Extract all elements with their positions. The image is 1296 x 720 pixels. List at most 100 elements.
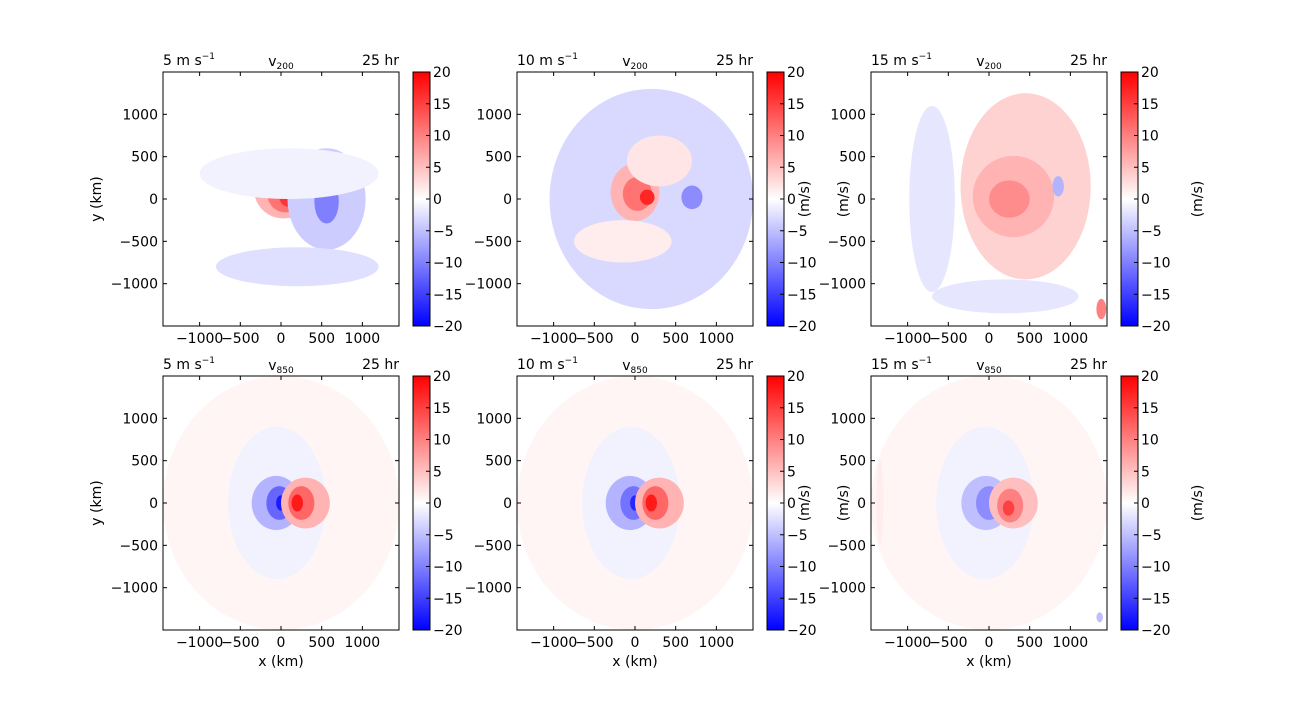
y-tick-label: −1000 xyxy=(465,277,512,293)
speed-label-exponent: −1 xyxy=(919,52,932,62)
colorbar-tick-label: −20 xyxy=(787,319,817,335)
x-tick-label: −1000 xyxy=(176,331,223,347)
colorbar-tick-label: −20 xyxy=(787,623,817,639)
field-contours xyxy=(517,376,753,630)
field-feature-7 xyxy=(573,220,672,263)
y-tick-label: 1000 xyxy=(122,411,158,427)
x-tick-label: −500 xyxy=(575,331,613,347)
field-contours xyxy=(871,376,1107,630)
colorbar-tick-label: −5 xyxy=(1141,224,1162,240)
speed-label-exponent: −1 xyxy=(565,52,578,62)
field-feature-8 xyxy=(645,494,657,512)
y-tick-label: −1000 xyxy=(111,581,158,597)
x-tick-label: 500 xyxy=(662,331,689,347)
y-tick-label: 500 xyxy=(485,150,512,166)
x-tick-label: 500 xyxy=(308,635,335,651)
y-axis-label: (m/s) xyxy=(797,181,813,218)
speed-label: 10 m s−1 xyxy=(517,356,578,373)
y-tick-label: 0 xyxy=(503,192,512,208)
variable-level: 850 xyxy=(277,366,294,376)
variable-label: v850 xyxy=(268,358,294,376)
time-label: 25 hr xyxy=(1070,357,1107,373)
colorbar-tick-label: 5 xyxy=(1141,160,1150,176)
variable-label: v200 xyxy=(976,54,1002,72)
x-axis-label: x (km) xyxy=(966,654,1011,670)
field-feature-8 xyxy=(876,460,884,546)
x-tick-label: 0 xyxy=(277,635,286,651)
x-tick-label: 500 xyxy=(1016,331,1043,347)
time-label: 25 hr xyxy=(716,357,753,373)
colorbar-tick-label: 20 xyxy=(1141,369,1159,385)
variable-level: 850 xyxy=(985,366,1002,376)
y-tick-label: 1000 xyxy=(830,107,866,123)
x-tick-label: −500 xyxy=(221,331,259,347)
y-tick-label: 1000 xyxy=(476,107,512,123)
x-tick-label: −1000 xyxy=(884,331,931,347)
x-tick-label: 0 xyxy=(631,331,640,347)
field-feature-4 xyxy=(639,189,655,205)
colorbar-tick-label: −15 xyxy=(787,591,817,607)
y-tick-label: −500 xyxy=(828,234,866,250)
x-tick-label: 1000 xyxy=(345,635,381,651)
y-tick-label: −500 xyxy=(474,234,512,250)
y-tick-label: 500 xyxy=(839,150,866,166)
colorbar-tick-label: 20 xyxy=(787,369,805,385)
colorbar-tick-label: 20 xyxy=(433,65,451,81)
colorbar-tick-label: −15 xyxy=(787,287,817,303)
y-tick-label: 500 xyxy=(485,454,512,470)
field-feature-6 xyxy=(1052,176,1064,197)
y-tick-label: −500 xyxy=(474,538,512,554)
colorbar-tick-label: 10 xyxy=(787,129,805,145)
y-tick-label: −500 xyxy=(828,538,866,554)
x-tick-label: −500 xyxy=(929,331,967,347)
y-tick-label: 1000 xyxy=(122,107,158,123)
field-contours xyxy=(199,148,379,287)
x-tick-label: 0 xyxy=(985,635,994,651)
x-tick-label: −500 xyxy=(929,635,967,651)
colorbar-tick-label: 0 xyxy=(1141,496,1150,512)
colorbar-tick-label: 15 xyxy=(1141,401,1159,417)
x-tick-label: 500 xyxy=(308,331,335,347)
colorbar-tick-label: −15 xyxy=(1141,287,1171,303)
x-tick-label: −500 xyxy=(221,635,259,651)
y-tick-label: 0 xyxy=(149,192,158,208)
x-axis-label: x (km) xyxy=(258,654,303,670)
y-tick-label: 0 xyxy=(503,496,512,512)
colorbar-tick-label: 0 xyxy=(433,496,442,512)
variable-label: v850 xyxy=(976,358,1002,376)
colorbar-tick-label: 15 xyxy=(787,401,805,417)
speed-label: 5 m s−1 xyxy=(163,356,215,373)
speed-label: 15 m s−1 xyxy=(871,356,932,373)
x-tick-label: 500 xyxy=(1016,635,1043,651)
colorbar-tick-label: 5 xyxy=(433,160,442,176)
x-tick-label: −1000 xyxy=(884,635,931,651)
field-feature-8 xyxy=(291,494,303,512)
field-feature-6 xyxy=(215,247,379,287)
x-tick-label: −1000 xyxy=(176,635,223,651)
field-feature-7 xyxy=(199,148,379,200)
colorbar-tick-label: 15 xyxy=(787,97,805,113)
colorbar-tick-label: 0 xyxy=(433,192,442,208)
y-tick-label: 1000 xyxy=(476,411,512,427)
colorbar-tick-label: 20 xyxy=(1141,65,1159,81)
y-axis-label: y (km) xyxy=(89,176,105,221)
colorbar-tick-label: −10 xyxy=(787,560,817,576)
y-tick-label: −1000 xyxy=(819,581,866,597)
y-tick-label: −1000 xyxy=(819,277,866,293)
x-tick-label: 0 xyxy=(277,331,286,347)
speed-label: 15 m s−1 xyxy=(871,52,932,69)
field-contours xyxy=(163,376,399,630)
y-tick-label: 1000 xyxy=(830,411,866,427)
colorbar-tick-label: 5 xyxy=(787,160,796,176)
x-tick-label: −1000 xyxy=(530,331,577,347)
colorbar-tick-label: −10 xyxy=(433,560,463,576)
x-tick-label: 0 xyxy=(631,635,640,651)
x-tick-label: −1000 xyxy=(530,635,577,651)
variable-level: 200 xyxy=(277,62,294,72)
colorbar-tick-label: 15 xyxy=(1141,97,1159,113)
colorbar-tick-label: −15 xyxy=(1141,591,1171,607)
